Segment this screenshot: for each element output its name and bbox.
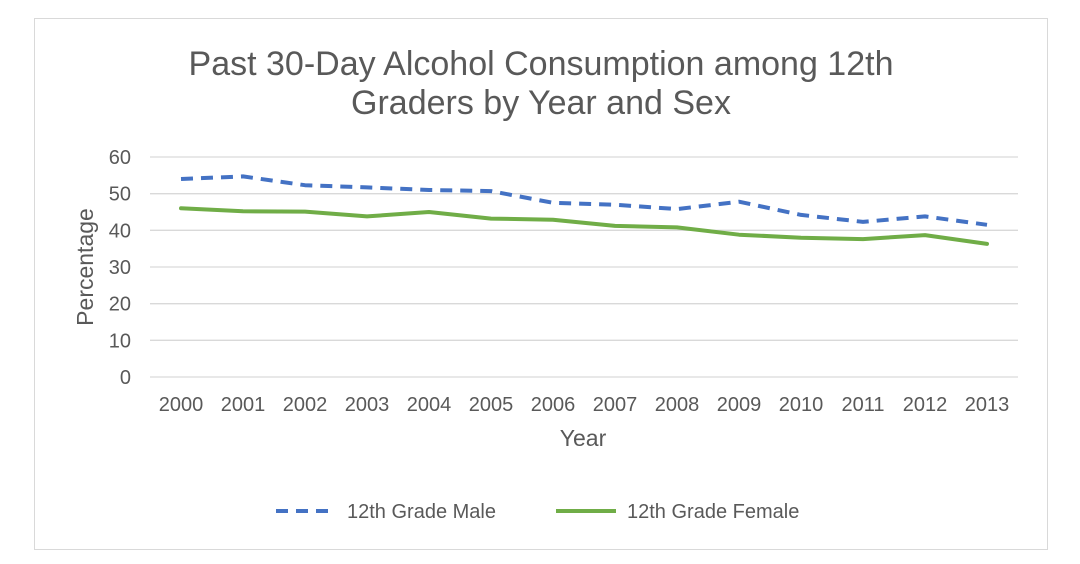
chart-title-line-1: Past 30-Day Alcohol Consumption among 12…	[189, 45, 894, 83]
series-lines	[179, 174, 989, 246]
data-point	[799, 236, 803, 240]
x-tick-label: 2006	[531, 394, 576, 416]
x-tick-label: 2003	[345, 394, 390, 416]
data-point	[613, 224, 617, 228]
y-axis-title: Percentage	[72, 208, 98, 326]
data-point	[489, 189, 493, 193]
data-point	[241, 174, 245, 178]
x-tick-label: 2005	[469, 394, 514, 416]
x-tick-label: 2004	[407, 394, 452, 416]
data-point	[489, 217, 493, 221]
data-point	[427, 188, 431, 192]
x-tick-label: 2002	[283, 394, 328, 416]
data-point	[613, 203, 617, 207]
series-line-male	[180, 174, 988, 227]
x-tick-label: 2000	[159, 394, 204, 416]
x-tick-label: 2013	[965, 394, 1010, 416]
data-point	[303, 183, 307, 187]
x-axis-ticks: 2000 2001 2002 2003 2004 2005 2006 2007 2008 2009…	[159, 394, 1010, 416]
legend-label-female: 12th Grade Female	[627, 501, 799, 523]
legend-label-male: 12th Grade Male	[347, 501, 496, 523]
data-point	[737, 200, 741, 204]
data-point	[985, 223, 989, 227]
data-point	[365, 214, 369, 218]
y-tick-label: 10	[109, 330, 131, 352]
data-point	[427, 210, 431, 214]
data-point	[985, 242, 989, 246]
x-tick-label: 2007	[593, 394, 638, 416]
x-axis-title: Year	[560, 425, 607, 451]
x-tick-label: 2001	[221, 394, 266, 416]
y-axis-ticks: 0 10 20 30 40 50 60	[109, 147, 131, 389]
y-tick-label: 20	[109, 294, 131, 316]
data-point	[241, 209, 245, 213]
x-tick-label: 2009	[717, 394, 762, 416]
x-tick-label: 2011	[841, 394, 884, 416]
data-point	[551, 218, 555, 222]
data-point	[861, 237, 865, 241]
data-point	[365, 185, 369, 189]
series-line-female	[179, 206, 989, 246]
data-point	[179, 206, 183, 210]
y-tick-label: 40	[109, 220, 131, 242]
y-tick-label: 30	[109, 257, 131, 279]
x-tick-label: 2008	[655, 394, 700, 416]
y-tick-label: 60	[109, 147, 131, 169]
data-point	[551, 201, 555, 205]
y-tick-label: 0	[120, 367, 131, 389]
y-tick-label: 50	[109, 184, 131, 206]
data-point	[923, 233, 927, 237]
x-tick-label: 2010	[779, 394, 824, 416]
legend: 12th Grade Male 12th Grade Female	[276, 501, 799, 523]
data-point	[179, 177, 183, 181]
chart-title-line-2: Graders by Year and Sex	[351, 84, 731, 122]
chart-frame	[34, 18, 1048, 550]
data-point	[675, 225, 679, 229]
data-point	[861, 220, 865, 224]
data-point	[737, 233, 741, 237]
data-point	[923, 214, 927, 218]
x-tick-label: 2012	[903, 394, 948, 416]
data-point	[303, 210, 307, 214]
data-point	[675, 207, 679, 211]
data-point	[799, 213, 803, 217]
gridlines	[150, 156, 1018, 378]
